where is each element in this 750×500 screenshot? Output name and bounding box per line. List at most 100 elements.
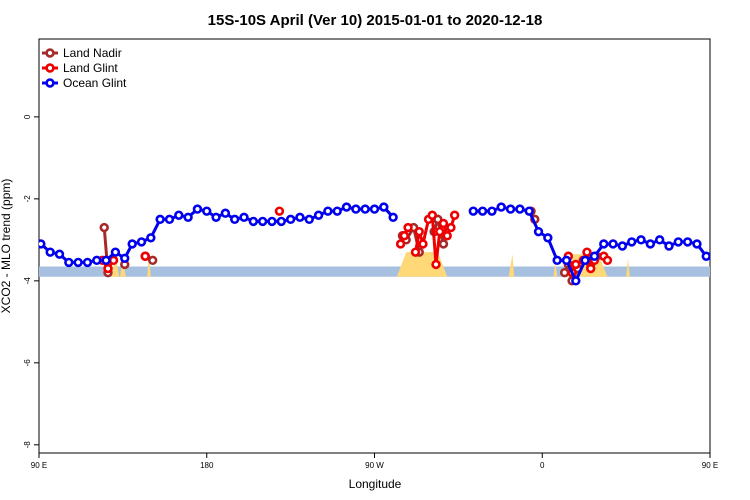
ocean-glint-point	[692, 239, 702, 249]
land-glint-point	[449, 210, 460, 220]
ocean-glint-point	[682, 237, 693, 247]
ocean-glint-point	[101, 255, 111, 266]
ocean-glint-point	[276, 216, 287, 227]
x-tick-label: 90 E	[702, 461, 718, 470]
land-nadir-point	[438, 239, 449, 249]
legend-land-nadir-marker	[45, 48, 55, 58]
ocean-glint-point	[127, 239, 137, 249]
land-fill-shape	[147, 256, 151, 277]
ocean-glint-point	[146, 233, 156, 243]
ocean-glint-point	[64, 257, 74, 268]
y-axis-label: XCO2 - MLO trend (ppm)	[0, 179, 13, 314]
legend-ocean-glint-marker	[45, 78, 55, 88]
ocean-glint-point	[174, 210, 184, 220]
ocean-glint-point	[589, 251, 600, 261]
ocean-glint-point	[341, 202, 352, 212]
land-fill-shape	[508, 254, 515, 277]
chart-title: 15S-10S April (Ver 10) 2015-01-01 to 202…	[208, 12, 543, 29]
ocean-glint-point	[487, 206, 497, 216]
ocean-glint-point	[323, 206, 333, 216]
ocean-glint-point	[515, 204, 525, 214]
ocean-glint-point	[552, 255, 562, 266]
land-glint-point	[140, 251, 150, 261]
ocean-glint-point	[524, 206, 534, 216]
legend-land-glint-marker	[45, 63, 55, 73]
land-glint-point	[438, 218, 449, 229]
ocean-glint-point	[313, 210, 324, 220]
ocean-glint-point	[202, 206, 212, 216]
land-glint-point	[586, 263, 596, 274]
x-tick-label: 90 W	[365, 461, 384, 470]
ocean-glint-point	[285, 214, 296, 225]
ocean-glint-point	[664, 241, 674, 251]
ocean-glint-point	[192, 204, 203, 214]
land-glint-point	[431, 259, 441, 270]
ocean-glint-point	[136, 237, 147, 247]
land-glint-point	[582, 247, 592, 257]
land-glint-point	[103, 263, 113, 274]
ocean-glint-point	[92, 255, 102, 266]
y-tick-label: -2	[23, 195, 32, 203]
series-layer	[39, 202, 738, 286]
x-tick-label: 0	[540, 461, 545, 470]
legend-ocean-glint-label: Ocean Glint	[63, 76, 127, 90]
ocean-glint-point	[332, 206, 342, 216]
land-band	[39, 266, 710, 277]
legend-land-glint-label: Land Glint	[63, 61, 118, 75]
ocean-glint-point	[505, 204, 516, 214]
land-fill-shape	[553, 262, 558, 277]
ocean-glint-point	[645, 239, 656, 249]
ocean-glint-point	[561, 255, 572, 266]
x-axis-label: Longitude	[349, 477, 402, 491]
land-fill-shape	[111, 254, 120, 277]
land-glint-point	[108, 255, 119, 266]
ocean-glint-point	[369, 204, 380, 214]
ocean-glint-point	[477, 206, 488, 216]
land-glint-point	[274, 206, 285, 216]
ocean-glint-point	[599, 239, 609, 249]
land-glint-point	[414, 226, 424, 237]
ocean-glint-point	[388, 212, 398, 223]
land-glint-point	[446, 222, 456, 233]
land-glint-point	[410, 247, 421, 257]
ocean-glint-point	[120, 253, 130, 263]
y-axis: 0 -2 -4 -6 -8	[23, 114, 39, 448]
ocean-glint-point	[239, 212, 249, 223]
ocean-glint-point	[248, 216, 259, 227]
land-glint-point	[427, 210, 437, 220]
land-nadir-point	[99, 222, 109, 233]
ocean-glint-point	[211, 212, 221, 223]
ocean-glint-point	[580, 255, 590, 266]
ocean-glint-point	[636, 235, 646, 245]
ocean-glint-point	[73, 257, 83, 268]
ocean-glint-point	[304, 214, 314, 225]
ocean-glint-point	[722, 259, 729, 266]
ocean-glint-point	[468, 206, 478, 216]
ocean-glint-point	[54, 249, 65, 259]
y-tick-label: 0	[23, 114, 32, 119]
land-nadir-point	[147, 255, 158, 266]
ocean-glint-point	[731, 259, 738, 266]
land-band-layer	[39, 266, 710, 277]
legend-land-nadir-label: Land Nadir	[63, 46, 122, 60]
land-fill-shape	[626, 258, 630, 277]
ocean-glint-point	[496, 202, 506, 212]
ocean-glint-point	[45, 247, 55, 257]
ocean-glint-point	[571, 276, 581, 286]
ocean-glint-point	[267, 216, 277, 227]
ocean-glint-point	[379, 202, 389, 212]
ocean-glint-point	[295, 212, 305, 223]
ocean-glint-point	[164, 214, 175, 225]
land-glint-point	[435, 226, 445, 237]
land-glint-point	[399, 231, 410, 241]
y-tick-label: -4	[23, 277, 32, 285]
ocean-glint-point	[709, 255, 710, 262]
land-glint-point	[418, 239, 428, 249]
ocean-glint-point	[533, 226, 544, 237]
ocean-glint-point	[360, 204, 370, 214]
ocean-glint-point	[673, 237, 684, 247]
ocean-glint-point	[543, 233, 553, 243]
ocean-glint-point	[110, 247, 121, 257]
ocean-glint-point	[627, 237, 637, 247]
